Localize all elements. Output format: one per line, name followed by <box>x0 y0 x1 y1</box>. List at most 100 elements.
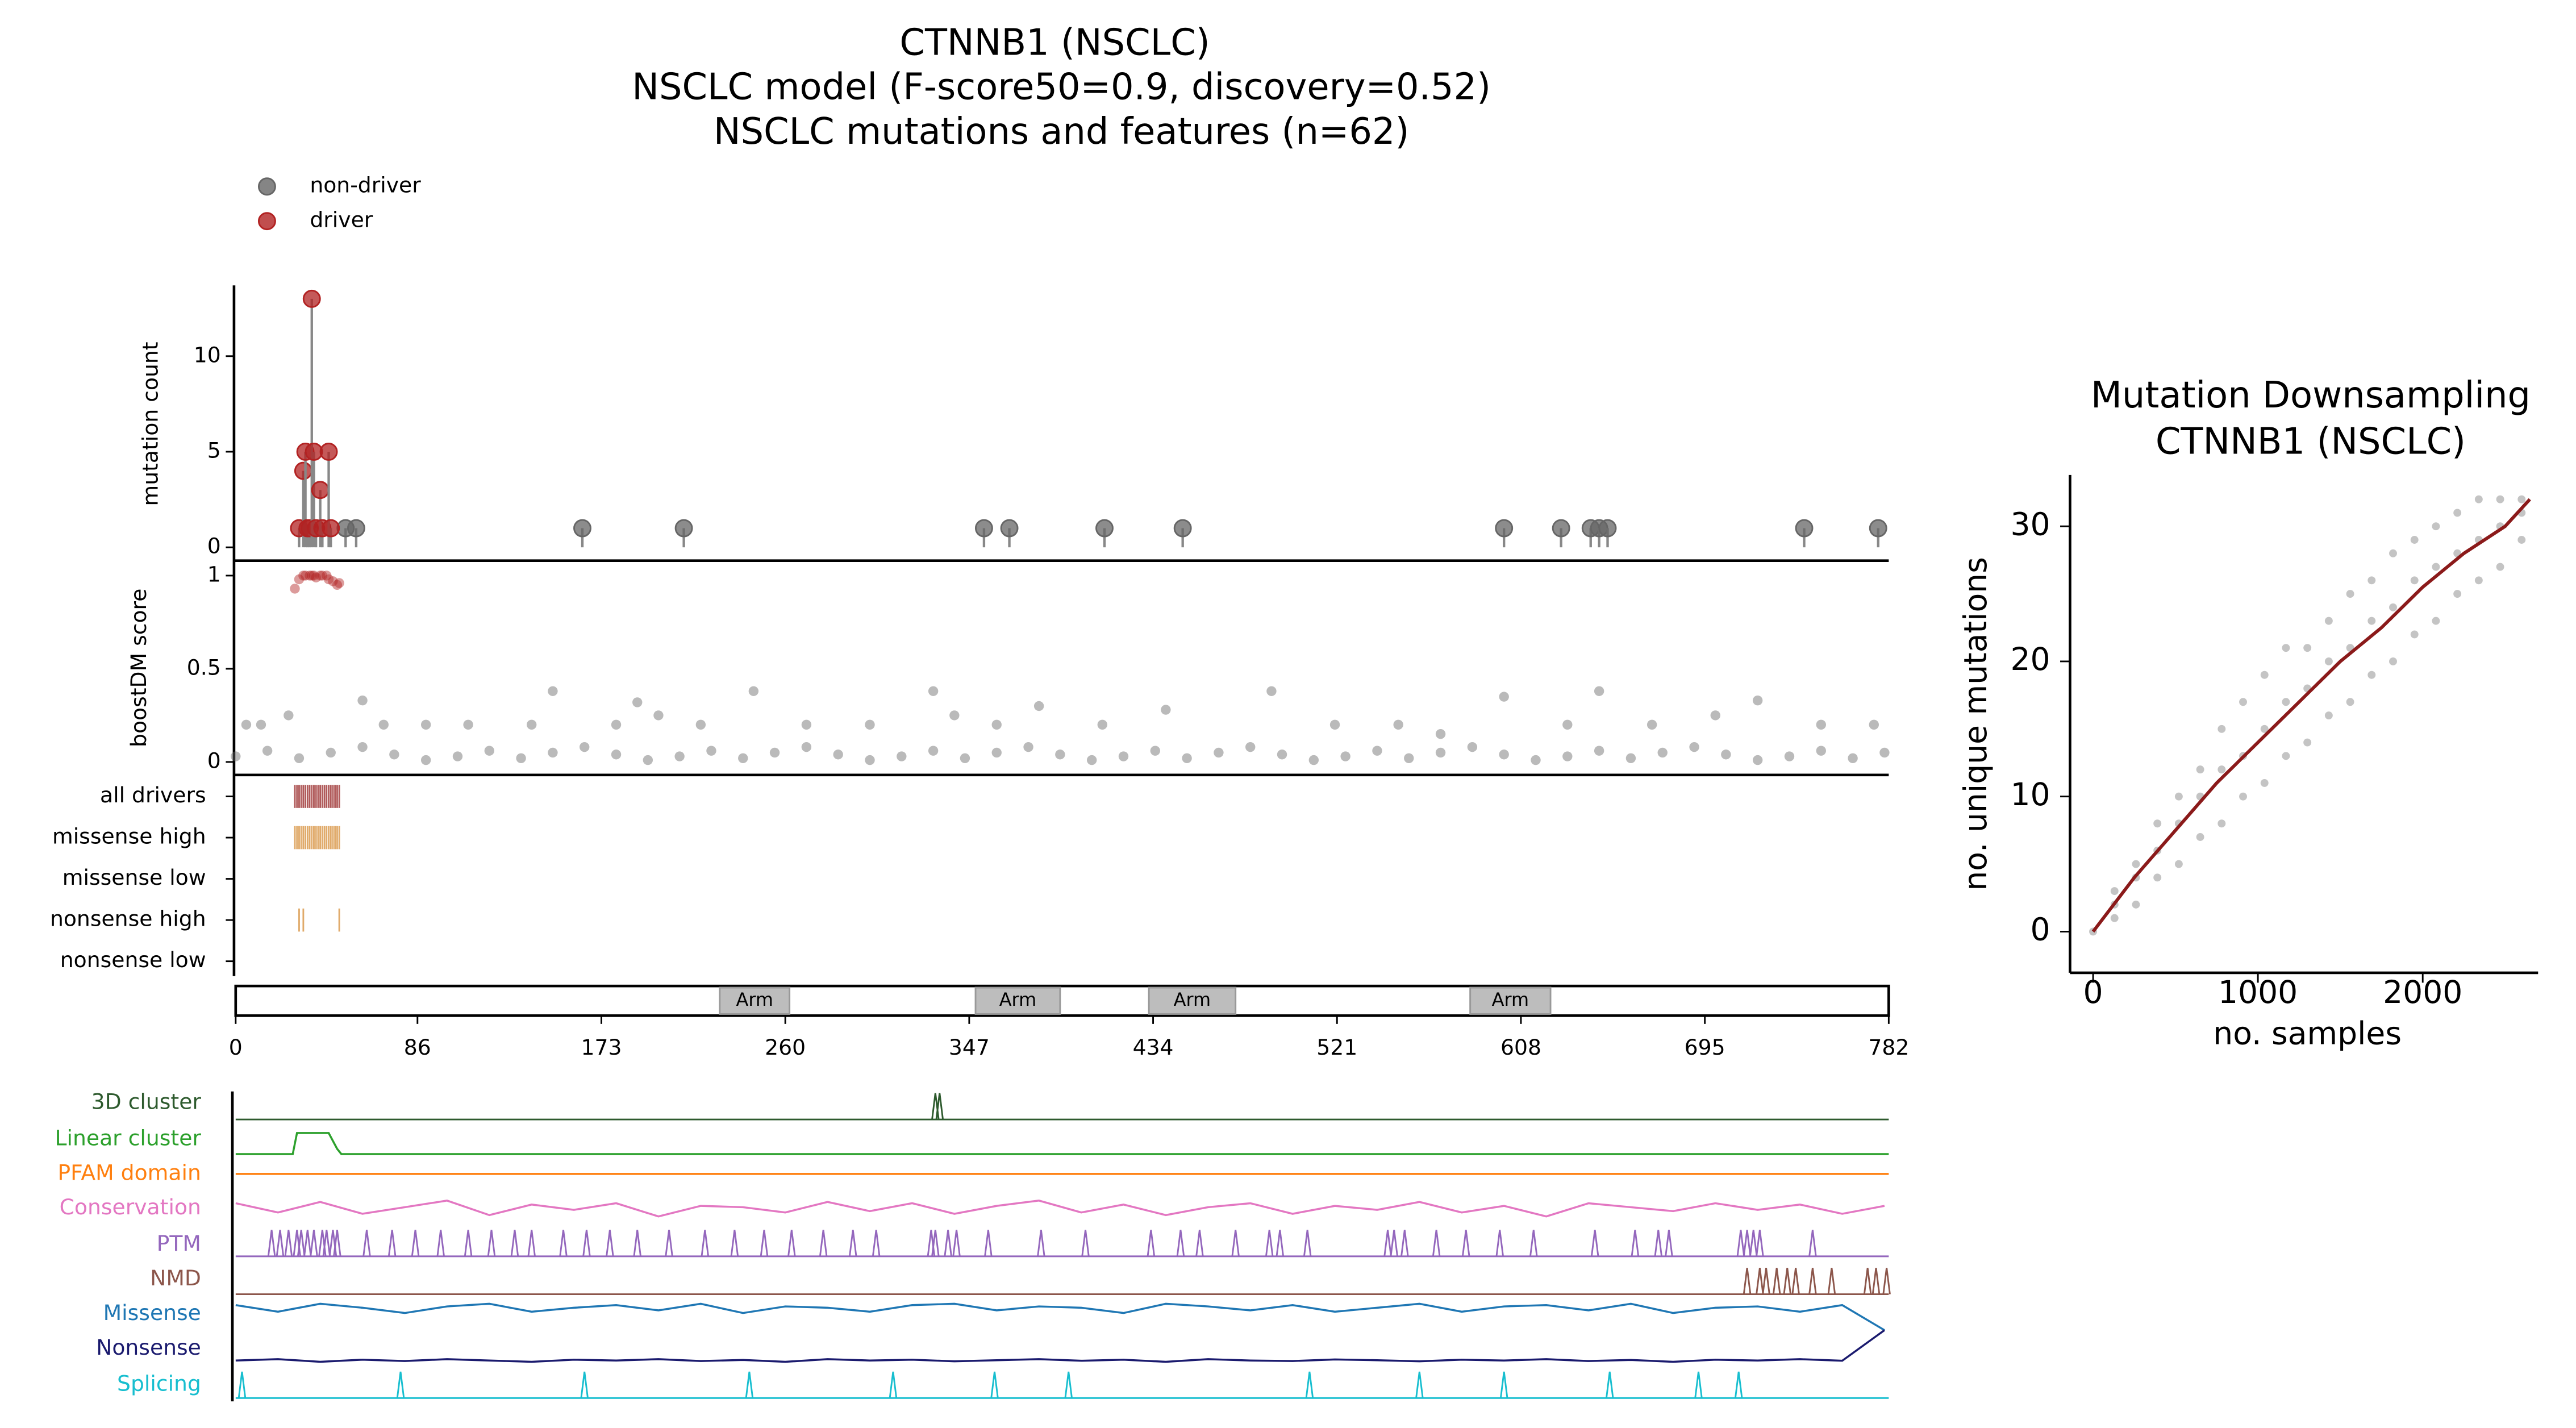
y-tick-label: 5 <box>207 438 221 463</box>
feature-peak <box>701 1230 710 1257</box>
score-point <box>738 753 748 764</box>
y-tick-label: 0 <box>207 748 221 773</box>
feature-peak <box>464 1230 473 1257</box>
sample-point <box>2239 698 2247 706</box>
score-point <box>1150 746 1160 756</box>
score-point <box>1562 719 1573 730</box>
score-point <box>1340 751 1350 761</box>
score-point <box>463 719 473 730</box>
sample-point <box>2517 536 2526 544</box>
score-point <box>1869 719 1879 730</box>
feature-peak <box>1400 1230 1409 1257</box>
y-tick-label: 20 <box>2011 641 2050 677</box>
score-point <box>1308 755 1319 765</box>
domain <box>974 986 1061 1015</box>
feature-line <box>235 1302 1885 1331</box>
feature-peak <box>510 1230 519 1257</box>
feature-peak <box>1736 1230 1745 1257</box>
score-point <box>960 753 970 764</box>
score-point <box>241 719 252 730</box>
feature-label: Linear cluster <box>55 1125 202 1150</box>
score-point <box>357 742 368 752</box>
feature-peak <box>665 1230 673 1257</box>
needle-head <box>1552 519 1570 538</box>
sample-point <box>2153 873 2162 882</box>
feature-peak <box>1827 1267 1836 1294</box>
score-point <box>1435 747 1446 758</box>
feature-peak <box>1743 1230 1752 1257</box>
score-point <box>865 719 875 730</box>
score-point <box>748 686 759 696</box>
score-point <box>611 750 622 760</box>
domain-label: Arm <box>736 989 773 1010</box>
needle-head <box>319 443 338 461</box>
domain-label: Arm <box>1174 989 1211 1010</box>
score-point <box>1467 742 1478 752</box>
score-point <box>305 571 315 581</box>
score-point <box>326 747 336 758</box>
score-point <box>323 574 334 585</box>
sample-point <box>2496 563 2504 571</box>
sample-point <box>2282 644 2290 652</box>
feature-peak <box>1415 1371 1424 1398</box>
y-tick-label: 10 <box>2011 776 2050 813</box>
sample-point <box>2432 522 2440 531</box>
score-point <box>1499 750 1509 760</box>
score-point <box>284 710 294 721</box>
needle-head <box>1095 519 1114 538</box>
feature-peak <box>396 1371 405 1398</box>
sample-point <box>2196 765 2204 774</box>
score-point <box>420 755 431 765</box>
x-tick-label: 347 <box>949 1035 990 1060</box>
trend-line <box>2091 498 2531 933</box>
sample-point <box>2217 819 2226 828</box>
feature-peak <box>984 1230 993 1257</box>
sample-point <box>2410 576 2419 585</box>
score-point <box>897 751 907 761</box>
sample-point <box>2389 549 2397 557</box>
feature-peak <box>580 1371 589 1398</box>
score-point <box>1752 755 1763 765</box>
score-point <box>1329 719 1340 730</box>
feature-peak <box>1231 1230 1240 1257</box>
feature-peak <box>944 1230 952 1257</box>
score-point <box>315 571 326 581</box>
x-tick-label: 521 <box>1316 1035 1357 1060</box>
sample-point <box>2217 725 2226 733</box>
x-tick-label: 173 <box>581 1035 622 1060</box>
y-axis-label: no. unique mutations <box>1957 557 1994 890</box>
score-point <box>1848 753 1858 764</box>
sample-point <box>2410 630 2419 639</box>
score-point <box>332 580 343 590</box>
chart-title: CTNNB1 (NSCLC) <box>2156 421 2466 463</box>
feature-peak <box>889 1371 898 1398</box>
sample-point <box>2389 603 2397 611</box>
x-tick-label: 2000 <box>2383 974 2462 1010</box>
score-point <box>1816 719 1826 730</box>
sample-point <box>2432 563 2440 571</box>
needle-head <box>573 519 591 538</box>
feature-peak <box>1195 1230 1204 1257</box>
score-point <box>290 584 300 594</box>
score-point <box>632 697 643 707</box>
score-point <box>548 686 558 696</box>
score-point <box>928 746 939 756</box>
score-point <box>1657 747 1668 758</box>
feature-peak <box>1176 1230 1185 1257</box>
feature-peak <box>819 1230 828 1257</box>
feature-peak <box>1390 1230 1398 1257</box>
x-tick-label: 0 <box>229 1035 243 1060</box>
track-label: missense low <box>62 865 206 890</box>
track-label: all drivers <box>100 782 206 807</box>
score-point <box>833 750 843 760</box>
score-point <box>1023 742 1033 752</box>
feature-peak <box>1495 1230 1504 1257</box>
feature-line <box>235 1329 1885 1363</box>
feature-peak <box>387 1230 397 1257</box>
feature-peak <box>237 1371 247 1398</box>
sample-point <box>2174 792 2183 801</box>
legend-marker <box>257 177 276 196</box>
x-tick-label: 608 <box>1500 1035 1541 1060</box>
sample-point <box>2110 914 2119 922</box>
feature-peak <box>559 1230 568 1257</box>
